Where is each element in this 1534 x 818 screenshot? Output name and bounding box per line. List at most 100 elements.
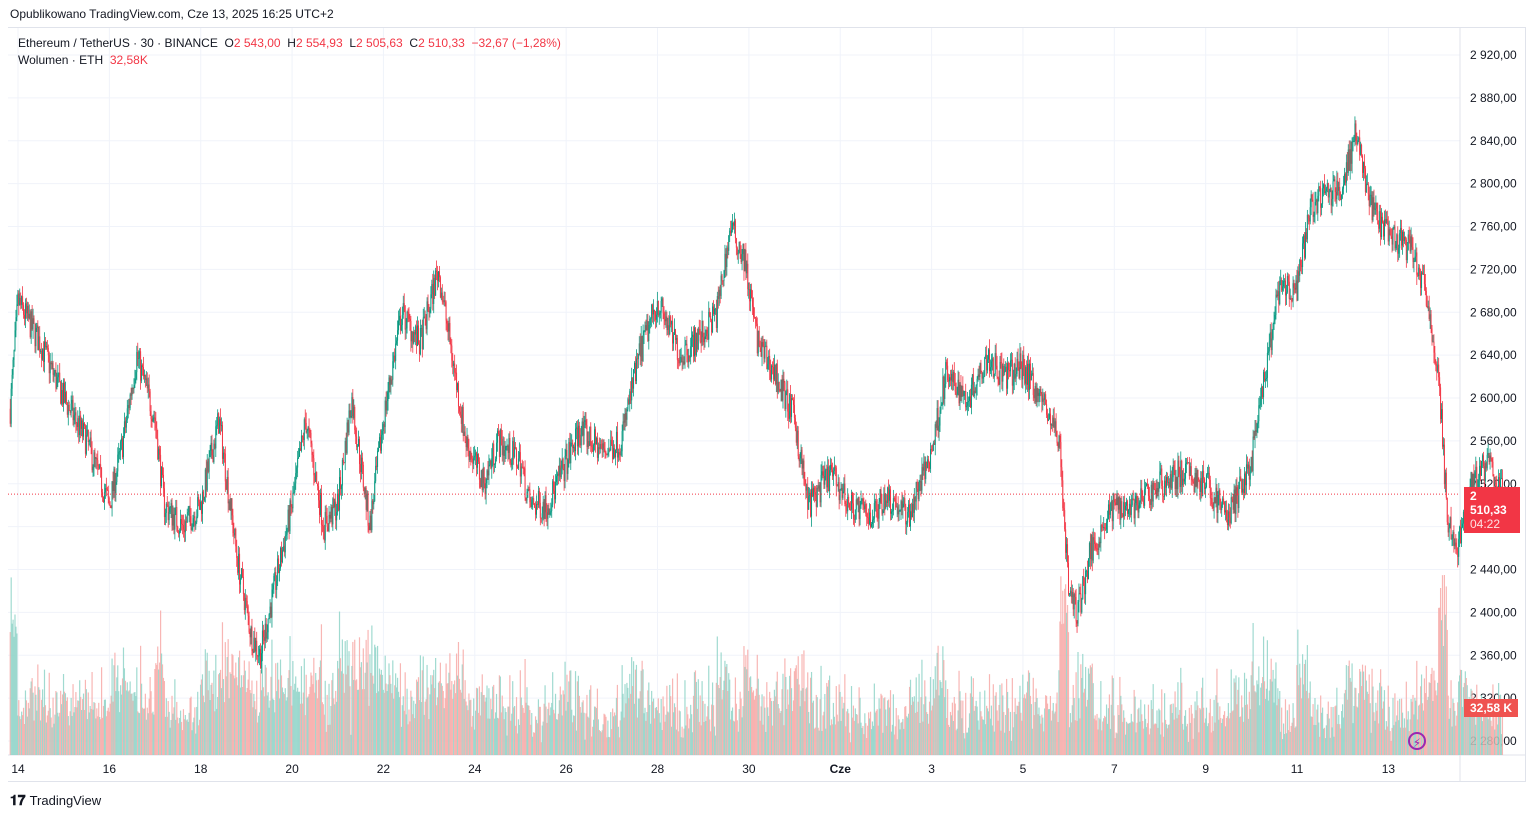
volume-bar	[1382, 701, 1385, 755]
volume-bar	[867, 725, 869, 755]
volume-bar	[1128, 723, 1130, 755]
candle-body	[614, 449, 616, 458]
candle-body	[87, 429, 89, 443]
volume-bar	[887, 700, 889, 755]
candle-body	[421, 328, 423, 350]
volume-bar	[540, 742, 542, 755]
volume-bar	[1424, 693, 1426, 755]
volume-bar	[1068, 727, 1071, 755]
candle-body	[504, 450, 506, 456]
volume-bar	[1342, 717, 1345, 755]
volume-bar	[419, 655, 422, 755]
volume-bar	[1277, 688, 1279, 755]
volume-bar	[173, 707, 175, 755]
volume-bar	[45, 722, 47, 755]
volume-bar	[390, 683, 392, 755]
candle-body	[654, 309, 656, 312]
candle-body	[1073, 594, 1075, 610]
candle-body	[754, 317, 756, 319]
volume-bar	[981, 716, 983, 755]
candle-body	[439, 277, 441, 298]
volume-bar	[144, 693, 146, 755]
volume-bar	[617, 726, 619, 755]
tradingview-logo[interactable]: 𝟏𝟕 TradingView	[10, 792, 101, 809]
volume-bar	[847, 708, 849, 755]
candle-body	[1004, 371, 1006, 373]
candle-body	[873, 503, 875, 519]
volume-bar	[1359, 668, 1361, 755]
candle-body	[509, 438, 511, 463]
volume-bar	[307, 696, 309, 755]
volume-bar	[376, 645, 379, 755]
volume-bar	[997, 720, 999, 755]
volume-bar	[178, 723, 180, 755]
candle-body	[228, 501, 230, 504]
candle-body	[797, 430, 799, 457]
volume-bar	[140, 683, 143, 755]
candle-body	[275, 572, 277, 590]
candle-body	[1264, 378, 1266, 381]
candle-body	[821, 471, 823, 475]
volume-bar	[1048, 709, 1051, 755]
candle-body	[419, 328, 421, 355]
volume-bar	[1485, 711, 1487, 755]
candle-body	[752, 298, 754, 307]
volume-label[interactable]: Wolumen · ETH	[18, 53, 104, 67]
candle-body	[596, 438, 598, 458]
candle-body	[314, 475, 316, 482]
volume-bar	[1479, 711, 1481, 755]
volume-bar	[1284, 699, 1287, 755]
volume-bar	[66, 697, 68, 755]
candle-body	[752, 306, 754, 317]
volume-bar	[197, 691, 199, 755]
candle-body	[457, 383, 459, 407]
candle-body	[1453, 532, 1455, 546]
candle-body	[288, 509, 290, 532]
candle-body	[1260, 396, 1262, 405]
candle-body	[1488, 453, 1490, 462]
volume-bar	[47, 710, 49, 755]
candle-body	[931, 449, 933, 451]
candle-body	[203, 496, 205, 501]
volume-bar	[363, 689, 365, 755]
volume-bar	[795, 665, 797, 755]
candle-body	[305, 422, 307, 433]
candle-body	[43, 348, 45, 362]
candle-body	[911, 504, 913, 518]
candle-body	[679, 357, 681, 364]
candle-body	[47, 348, 49, 355]
symbol-label[interactable]: Ethereum / TetherUS · 30 · BINANCE	[18, 36, 218, 50]
volume-bar	[264, 664, 266, 755]
lightning-icon[interactable]: ⚡	[1408, 732, 1426, 750]
candle-body	[995, 353, 997, 366]
volume-bar	[382, 689, 384, 755]
candle-body	[80, 415, 82, 429]
candle-body	[454, 363, 456, 373]
volume-bar	[1357, 707, 1359, 755]
candle-body	[237, 557, 239, 573]
candle-body	[357, 446, 359, 448]
candle-body	[1183, 478, 1185, 482]
volume-bar	[1327, 701, 1329, 755]
volume-bar	[321, 702, 323, 755]
candle-body	[926, 461, 928, 469]
candle-body	[590, 426, 592, 445]
volume-bar	[717, 684, 719, 755]
volume-bar	[157, 646, 159, 755]
x-tick-label: 16	[103, 762, 117, 776]
volume-bar	[11, 623, 13, 755]
volume-bar	[599, 731, 601, 755]
candle-body	[983, 375, 985, 378]
volume-bar	[880, 693, 882, 755]
candle-body	[533, 498, 535, 504]
volume-bar	[1487, 719, 1489, 755]
candle-body	[811, 488, 813, 497]
candle-body	[548, 508, 550, 515]
volume-bar	[915, 677, 917, 755]
candle-body	[1204, 478, 1206, 489]
candle-body	[742, 243, 744, 255]
volume-bar	[891, 724, 894, 755]
volume-bar	[584, 739, 586, 755]
volume-bar	[1070, 722, 1072, 755]
